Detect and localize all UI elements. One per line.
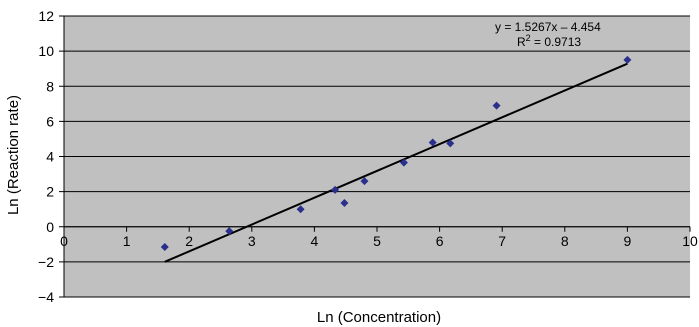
x-tick-label: 10 xyxy=(682,233,698,249)
data-point xyxy=(623,55,632,64)
data-point xyxy=(160,242,169,251)
y-tick-label: −4 xyxy=(38,289,54,305)
y-tick-label: −2 xyxy=(38,254,54,270)
y-tick-label: 12 xyxy=(38,8,54,24)
x-axis-title: Ln (Concentration) xyxy=(317,309,441,326)
x-tick-label: 7 xyxy=(498,233,506,249)
data-point xyxy=(225,227,234,236)
x-tick-label: 8 xyxy=(561,233,569,249)
data-point xyxy=(399,158,408,167)
y-axis-title: Ln (Reaction rate) xyxy=(5,95,22,215)
x-tick-label: 1 xyxy=(123,233,131,249)
data-points xyxy=(160,55,632,251)
x-axis-ticks: 0 1 2 3 4 5 6 7 8 9 10 xyxy=(60,226,698,249)
x-tick-label: 0 xyxy=(60,233,68,249)
data-point xyxy=(331,185,340,194)
r-squared-prefix: R xyxy=(517,35,526,49)
y-tick-label: 6 xyxy=(46,113,54,129)
x-tick-label: 3 xyxy=(248,233,256,249)
x-tick-label: 6 xyxy=(436,233,444,249)
data-point xyxy=(446,139,455,148)
y-axis-ticks: −4 −2 0 2 4 6 8 10 12 xyxy=(38,8,64,305)
x-tick-label: 9 xyxy=(624,233,632,249)
y-tick-label: 0 xyxy=(46,219,54,235)
r-squared-value: = 0.9713 xyxy=(531,35,582,49)
trendline-r-squared: R2 = 0.9713 xyxy=(517,33,581,49)
x-tick-label: 5 xyxy=(373,233,381,249)
y-tick-label: 4 xyxy=(46,149,54,165)
x-tick-label: 4 xyxy=(311,233,319,249)
trendline xyxy=(164,62,628,263)
data-point xyxy=(428,138,437,147)
data-point xyxy=(360,177,369,186)
y-tick-label: 8 xyxy=(46,78,54,94)
x-tick-label: 2 xyxy=(185,233,193,249)
data-point xyxy=(296,205,305,214)
y-tick-label: 10 xyxy=(38,43,54,59)
data-point xyxy=(492,101,501,110)
trendline-equation: y = 1.5267x – 4.454 xyxy=(495,20,601,34)
r-squared-superscript: 2 xyxy=(526,33,531,43)
y-tick-label: 2 xyxy=(46,184,54,200)
data-point xyxy=(340,199,349,208)
